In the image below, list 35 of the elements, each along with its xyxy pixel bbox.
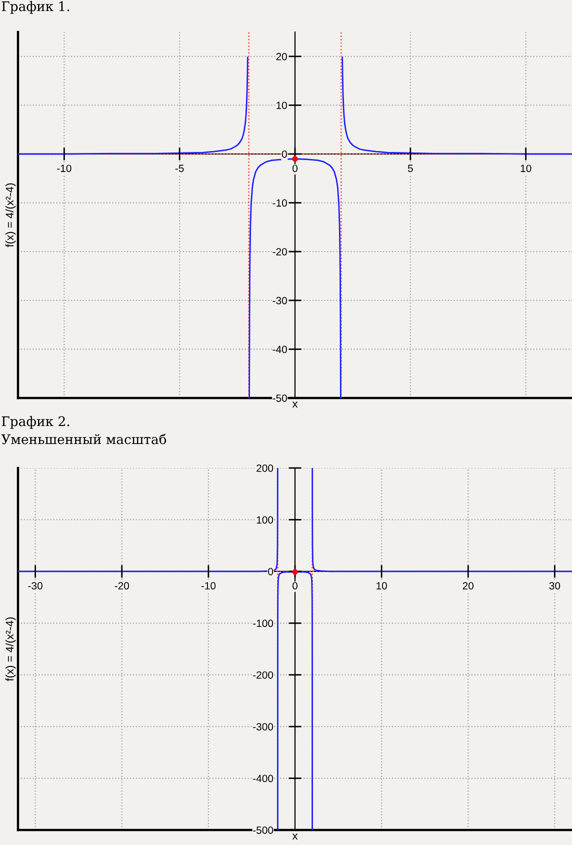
x-tick-label: -5 — [175, 164, 184, 172]
x-tick-label: -10 — [57, 164, 72, 172]
x-tick-label: 5 — [408, 164, 413, 172]
chart-subtitle: Уменьшенный масштаб — [1, 434, 166, 444]
x-axis-title: x — [292, 402, 298, 408]
y-tick-label: 100 — [256, 516, 274, 524]
y-tick-label: 200 — [256, 464, 274, 472]
x-tick-label: -20 — [114, 582, 129, 590]
y-tick-label: 20 — [276, 52, 287, 60]
x-tick-label: 10 — [520, 164, 532, 172]
chart-title: График 2. — [2, 416, 70, 429]
y-tick-label: -400 — [253, 774, 274, 782]
y-tick-label: -500 — [253, 826, 274, 834]
y-tick-label: 0 — [268, 568, 274, 576]
y-tick-label: -30 — [272, 296, 287, 304]
y-tick-label: -300 — [253, 723, 274, 730]
chart-title: График 1. — [2, 1, 70, 14]
y-tick-label: -40 — [272, 346, 287, 354]
y-tick-label: 0 — [282, 150, 287, 158]
x-tick-label: 30 — [549, 582, 560, 590]
x-tick-label: -10 — [201, 582, 216, 590]
y-tick-label: -10 — [272, 199, 287, 207]
x-tick-label: 0 — [292, 582, 298, 590]
x-axis-title: x — [292, 834, 298, 840]
y-axis-title: f(x) = 4/(x²-4) — [5, 183, 16, 248]
y-tick-label: -20 — [272, 248, 287, 256]
y-tick-label: -100 — [253, 620, 274, 628]
x-tick-label: 10 — [376, 582, 387, 590]
x-tick-label: 20 — [462, 582, 474, 590]
y-tick-label: -50 — [272, 394, 287, 402]
y-axis-title: f(x) = 4/(x²-4) — [5, 617, 16, 682]
y-tick-label: 10 — [276, 102, 287, 110]
x-tick-label: 0 — [292, 164, 298, 172]
x-tick-label: -30 — [28, 582, 42, 590]
y-tick-label: -200 — [253, 671, 274, 679]
